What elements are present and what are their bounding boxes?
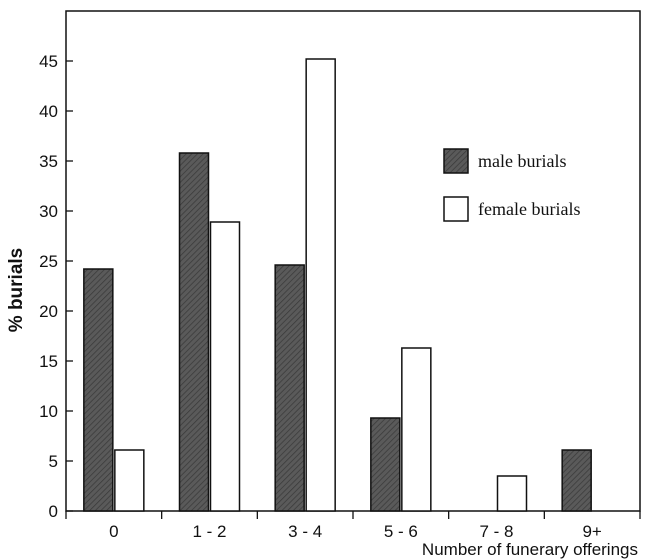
bar-female-4 [496,475,528,512]
legend-label-female: female burials [478,199,580,219]
x-tick-label: 0 [109,522,118,541]
y-axis: 0 5 10 15 20 25 30 35 40 45 [39,52,73,521]
bar-male-3 [370,417,401,512]
legend-swatch-female [443,196,469,222]
bar-female-0 [114,449,145,512]
bar-female-3 [401,347,432,512]
x-tick-label: 1 - 2 [192,522,226,541]
y-tick-label: 20 [39,302,58,321]
legend-label-male: male burials [478,151,566,171]
y-tick-label: 30 [39,202,58,221]
x-tick-label: 5 - 6 [384,522,418,541]
x-axis: 0 1 - 2 3 - 4 5 - 6 7 - 8 9+ [65,511,641,541]
bar-male-5 [561,449,592,512]
y-tick-label: 10 [39,402,58,421]
y-axis-title: % burials [6,248,27,332]
y-tick-label: 5 [49,452,58,471]
x-tick-label: 9+ [582,522,601,541]
y-tick-label: 35 [39,152,58,171]
bars-group [83,58,592,512]
bar-female-1 [209,221,241,512]
x-tick-label: 7 - 8 [479,522,513,541]
x-axis-title: Number of funerary offerings [422,540,638,559]
bar-male-0 [83,268,114,512]
y-tick-label: 15 [39,352,58,371]
y-tick-label: 0 [49,502,58,521]
y-tick-label: 25 [39,252,58,271]
y-tick-label: 45 [39,52,58,71]
plot-frame [65,10,641,512]
x-tick-label: 3 - 4 [288,522,322,541]
legend: male burials female burials [443,148,580,222]
bar-male-1 [178,152,210,512]
legend-swatch-male [443,148,469,174]
y-tick-label: 40 [39,102,58,121]
bar-male-2 [274,264,305,512]
bar-female-2 [305,58,336,512]
